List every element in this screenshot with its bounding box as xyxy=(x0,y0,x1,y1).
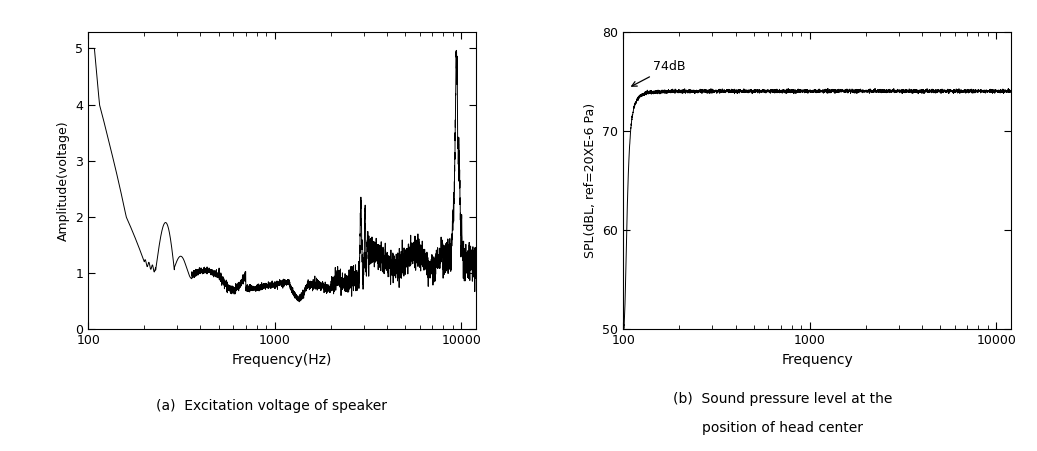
X-axis label: Frequency: Frequency xyxy=(781,353,853,367)
Text: 74dB: 74dB xyxy=(632,60,685,86)
Text: (a)  Excitation voltage of speaker: (a) Excitation voltage of speaker xyxy=(157,399,387,413)
Text: (b)  Sound pressure level at the: (b) Sound pressure level at the xyxy=(673,392,893,406)
X-axis label: Frequency(Hz): Frequency(Hz) xyxy=(232,353,332,367)
Y-axis label: Amplitude(voltage): Amplitude(voltage) xyxy=(57,120,69,241)
Y-axis label: SPL(dBL, ref=20XE-6 Pa): SPL(dBL, ref=20XE-6 Pa) xyxy=(584,103,597,258)
Text: position of head center: position of head center xyxy=(702,421,864,436)
